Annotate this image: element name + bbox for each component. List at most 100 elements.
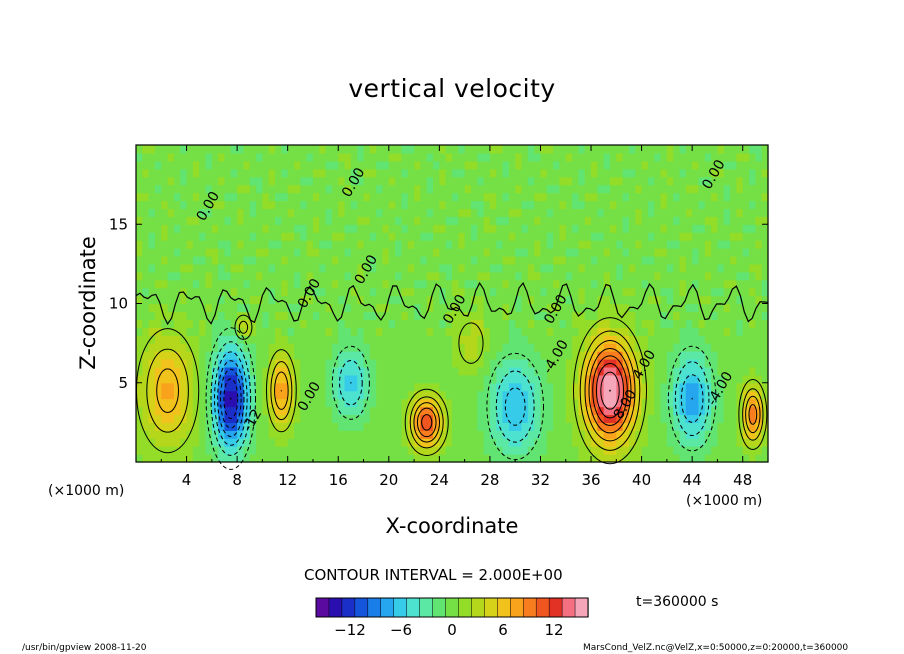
heatmap-cell <box>483 192 491 202</box>
heatmap-cell <box>452 311 459 320</box>
heatmap-cell <box>502 255 510 265</box>
heatmap-cell <box>230 168 238 178</box>
heatmap-cell <box>597 232 605 241</box>
heatmap-cell <box>521 454 529 463</box>
heatmap-cell <box>161 208 169 217</box>
heatmap-cell <box>565 398 573 408</box>
heatmap-cell <box>559 208 567 217</box>
heatmap-cell <box>142 398 150 408</box>
heatmap-cell <box>597 208 605 217</box>
heatmap-cell <box>730 200 737 210</box>
heatmap-cell <box>192 382 200 392</box>
heatmap-cell <box>761 279 769 289</box>
heatmap-cell <box>572 311 579 320</box>
heatmap-cell <box>331 295 339 305</box>
heatmap-cell <box>584 145 592 154</box>
heatmap-cell <box>723 160 731 170</box>
heatmap-cell <box>527 351 535 360</box>
heatmap-cell <box>489 168 497 178</box>
heatmap-cell <box>331 168 339 178</box>
heatmap-cell <box>350 398 358 408</box>
heatmap-cell <box>704 303 712 313</box>
heatmap-cell <box>559 224 567 233</box>
heatmap-cell <box>426 152 434 162</box>
heatmap-cell <box>635 240 643 249</box>
heatmap-cell <box>237 343 245 352</box>
heatmap-cell <box>350 335 358 344</box>
heatmap-cell <box>249 343 257 352</box>
heatmap-cell <box>603 184 611 194</box>
heatmap-cell <box>578 287 586 297</box>
heatmap-cell <box>685 343 693 352</box>
heatmap-cell <box>312 216 320 225</box>
heatmap-cell <box>426 303 434 313</box>
heatmap-cell <box>325 351 333 360</box>
heatmap-cell <box>306 319 314 328</box>
heatmap-cell <box>458 184 466 194</box>
heatmap-cell <box>395 295 403 305</box>
heatmap-cell <box>477 366 485 376</box>
heatmap-cell <box>635 287 643 297</box>
heatmap-cell <box>388 446 396 455</box>
heatmap-cell <box>369 335 377 344</box>
heatmap-cell <box>508 422 516 431</box>
heatmap-cell <box>256 279 263 289</box>
heatmap-cell <box>464 414 472 423</box>
heatmap-cell <box>388 351 396 360</box>
heatmap-cell <box>502 358 510 368</box>
heatmap-cell <box>407 176 415 186</box>
heatmap-cell <box>666 160 674 170</box>
heatmap-cell <box>306 430 314 439</box>
heatmap-cell <box>641 327 649 336</box>
heatmap-cell <box>401 152 409 162</box>
heatmap-cell <box>281 216 289 225</box>
heatmap-cell <box>502 335 510 344</box>
heatmap-cell <box>622 327 630 336</box>
heatmap-cell <box>452 208 459 217</box>
heatmap-cell <box>742 255 750 265</box>
heatmap-cell <box>401 343 409 352</box>
heatmap-cell <box>275 390 282 400</box>
heatmap-cell <box>628 406 636 416</box>
heatmap-cell <box>559 248 567 257</box>
heatmap-cell <box>350 232 358 241</box>
heatmap-cell <box>275 366 282 376</box>
colorbar-segment <box>341 597 356 618</box>
heatmap-cell <box>401 145 409 154</box>
heatmap-cell <box>243 208 251 217</box>
heatmap-cell <box>654 311 662 320</box>
heatmap-cell <box>420 152 428 162</box>
heatmap-cell <box>679 374 687 384</box>
heatmap-cell <box>407 430 415 439</box>
heatmap-cell <box>319 406 327 416</box>
heatmap-cell <box>565 319 573 328</box>
heatmap-cell <box>205 398 213 408</box>
heatmap-cell <box>445 200 453 210</box>
heatmap-cell <box>420 358 428 368</box>
heatmap-cell <box>325 192 333 202</box>
heatmap-cell <box>407 382 415 392</box>
heatmap-cell <box>173 311 181 320</box>
heatmap-cell <box>692 240 700 249</box>
heatmap-cell <box>136 160 143 170</box>
heatmap-cell <box>527 208 535 217</box>
heatmap-cell <box>660 248 668 257</box>
heatmap-cell <box>376 335 384 344</box>
heatmap-cell <box>192 200 200 210</box>
heatmap-cell <box>534 422 542 431</box>
heatmap-cell <box>338 200 346 210</box>
heatmap-cell <box>635 224 643 233</box>
heatmap-cell <box>717 232 725 241</box>
heatmap-cell <box>445 335 453 344</box>
heatmap-cell <box>749 192 756 202</box>
heatmap-cell <box>458 287 466 297</box>
heatmap-cell <box>711 287 719 297</box>
heatmap-cell <box>540 287 548 297</box>
heatmap-cell <box>211 343 219 352</box>
heatmap-cell <box>382 168 390 178</box>
heatmap-cell <box>439 184 447 194</box>
heatmap-cell <box>262 145 270 154</box>
heatmap-cell <box>287 208 295 217</box>
heatmap-cell <box>578 446 586 455</box>
heatmap-cell <box>603 232 611 241</box>
